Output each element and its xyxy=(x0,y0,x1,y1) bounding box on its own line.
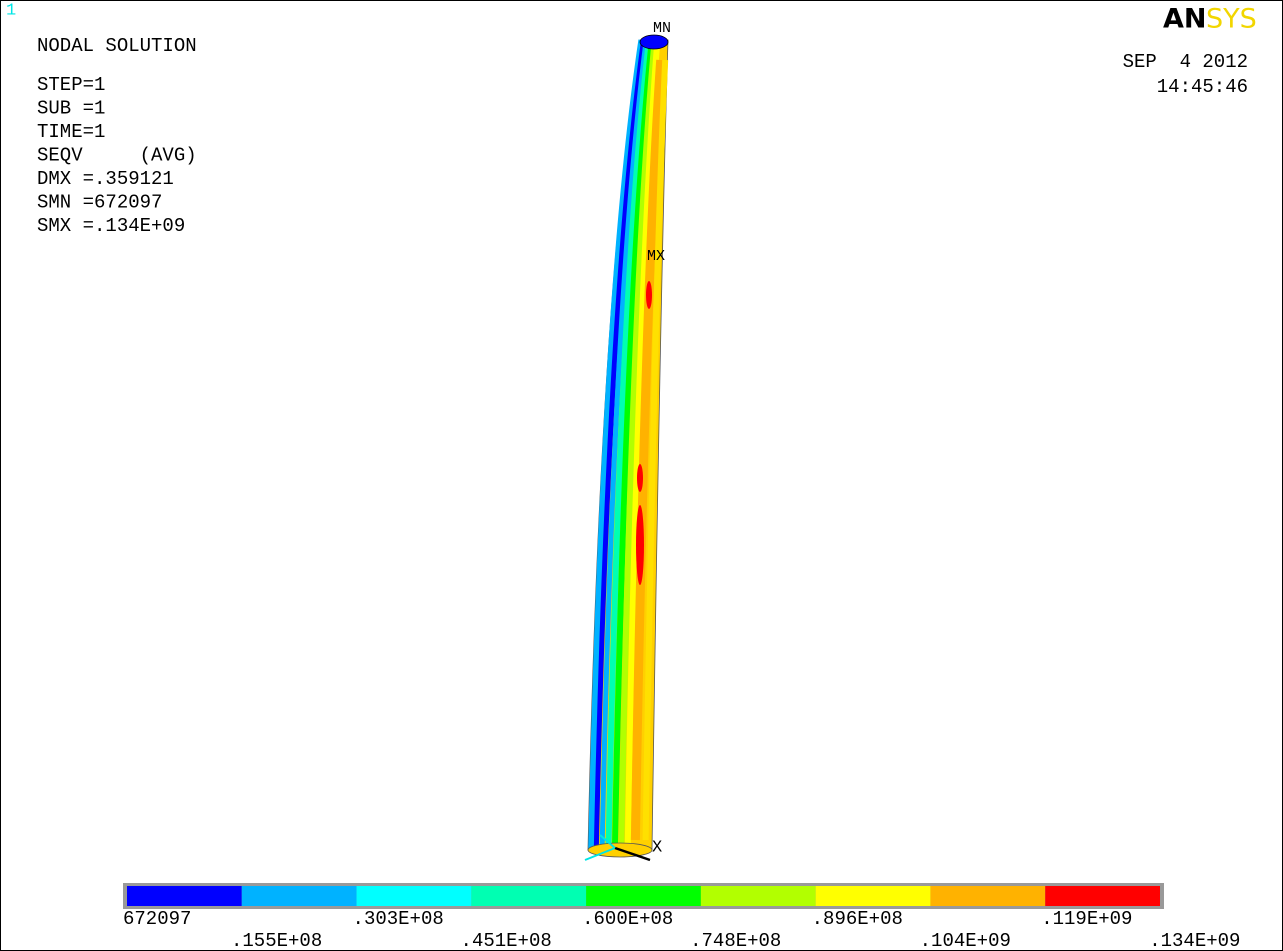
band xyxy=(630,59,666,841)
info-line: DMX =.359121 xyxy=(37,168,174,190)
max-region xyxy=(637,464,643,492)
time: 14:45:46 xyxy=(1157,76,1248,98)
info-line: SMN =672097 xyxy=(37,192,162,214)
axis-x-label: X xyxy=(652,838,662,857)
legend-swatch xyxy=(471,886,587,906)
max-marker: MX xyxy=(647,248,665,265)
legend-swatch xyxy=(815,886,931,906)
axis-z xyxy=(599,834,616,849)
info-line: TIME=1 xyxy=(37,121,105,143)
legend-swatch xyxy=(586,886,701,906)
legend-swatch xyxy=(1045,886,1160,906)
legend-swatch xyxy=(127,886,242,906)
info-title: NODAL SOLUTION xyxy=(37,35,197,57)
legend-label: .134E+09 xyxy=(1149,930,1240,951)
info-line: STEP=1 xyxy=(37,74,105,96)
legend-label: .303E+08 xyxy=(353,908,444,930)
band xyxy=(642,59,669,841)
info-line: SUB =1 xyxy=(37,98,105,120)
band xyxy=(611,39,655,851)
logo-second: SYS xyxy=(1206,4,1257,35)
legend-label: .104E+09 xyxy=(920,930,1011,951)
legend-swatch xyxy=(700,886,816,906)
legend-label: .896E+08 xyxy=(812,908,903,930)
band xyxy=(618,39,658,851)
date: SEP 4 2012 xyxy=(1123,51,1248,73)
info-line: SEQV (AVG) xyxy=(37,145,197,167)
beam xyxy=(584,34,669,862)
axis-x xyxy=(614,846,651,862)
legend: 672097 .155E+08 .303E+08 .451E+08 .600E+08 .7… xyxy=(123,886,1240,951)
legend-label: .119E+09 xyxy=(1041,908,1132,930)
logo-first: AN xyxy=(1163,4,1207,35)
legend-label: 672097 xyxy=(123,908,191,930)
band xyxy=(605,39,652,851)
top-cap xyxy=(639,34,669,50)
band xyxy=(588,39,645,851)
axis-y xyxy=(584,847,616,861)
legend-label: .748E+08 xyxy=(690,930,781,951)
min-marker: MN xyxy=(653,20,671,37)
max-region xyxy=(636,505,644,585)
band xyxy=(593,39,647,851)
legend-label: .600E+08 xyxy=(582,908,673,930)
max-region xyxy=(646,281,652,309)
legend-swatch xyxy=(930,886,1046,906)
stress-bands xyxy=(588,39,669,851)
window-number: 1 xyxy=(6,1,16,20)
legend-label: .451E+08 xyxy=(461,930,552,951)
info-line: SMX =.134E+09 xyxy=(37,215,185,237)
legend-label: .155E+08 xyxy=(231,930,322,951)
legend-swatch xyxy=(241,886,357,906)
legend-swatch xyxy=(356,886,472,906)
band xyxy=(599,39,649,851)
band xyxy=(624,39,661,851)
